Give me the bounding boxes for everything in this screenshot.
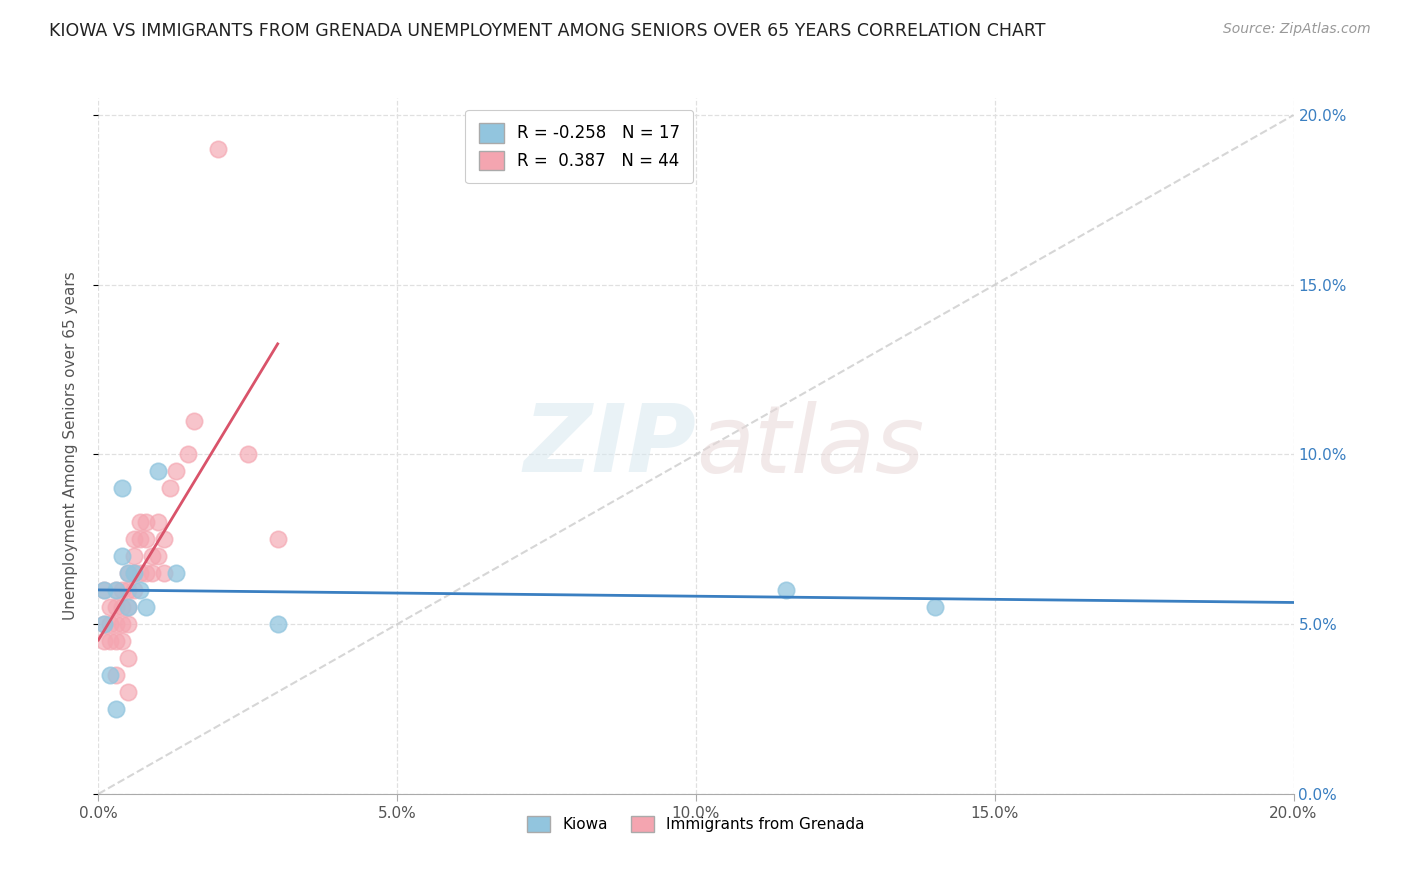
Point xyxy=(124,583,146,598)
Point xyxy=(165,566,187,581)
Point xyxy=(111,482,134,496)
Point xyxy=(207,142,229,156)
Point xyxy=(135,533,157,547)
Point xyxy=(117,583,139,598)
Point xyxy=(93,634,115,648)
Point xyxy=(236,448,259,462)
Point xyxy=(153,533,176,547)
Point xyxy=(129,566,152,581)
Point xyxy=(267,617,290,632)
Point xyxy=(129,583,152,598)
Point xyxy=(105,583,128,598)
Point xyxy=(105,702,128,716)
Point xyxy=(267,533,290,547)
Point xyxy=(98,634,122,648)
Point xyxy=(135,600,157,615)
Legend: Kiowa, Immigrants from Grenada: Kiowa, Immigrants from Grenada xyxy=(522,810,870,838)
Point xyxy=(117,566,139,581)
Point xyxy=(148,549,170,564)
Point xyxy=(141,566,163,581)
Text: KIOWA VS IMMIGRANTS FROM GRENADA UNEMPLOYMENT AMONG SENIORS OVER 65 YEARS CORREL: KIOWA VS IMMIGRANTS FROM GRENADA UNEMPLO… xyxy=(49,22,1046,40)
Point xyxy=(124,533,146,547)
Point xyxy=(111,617,134,632)
Point xyxy=(124,549,146,564)
Point xyxy=(159,482,181,496)
Point xyxy=(148,516,170,530)
Point xyxy=(117,685,139,699)
Point xyxy=(135,566,157,581)
Point xyxy=(98,617,122,632)
Point xyxy=(124,566,146,581)
Point xyxy=(117,617,139,632)
Point xyxy=(165,465,187,479)
Point xyxy=(153,566,176,581)
Point xyxy=(183,413,205,427)
Point xyxy=(129,516,152,530)
Point xyxy=(924,600,946,615)
Point xyxy=(141,549,163,564)
Point xyxy=(98,600,122,615)
Text: Source: ZipAtlas.com: Source: ZipAtlas.com xyxy=(1223,22,1371,37)
Point xyxy=(177,448,200,462)
Point xyxy=(111,549,134,564)
Point xyxy=(117,600,139,615)
Point xyxy=(105,668,128,682)
Point xyxy=(775,583,797,598)
Text: ZIP: ZIP xyxy=(523,400,696,492)
Text: atlas: atlas xyxy=(696,401,924,491)
Point xyxy=(98,668,122,682)
Point xyxy=(117,566,139,581)
Point xyxy=(105,634,128,648)
Point xyxy=(124,566,146,581)
Point xyxy=(111,634,134,648)
Point xyxy=(111,583,134,598)
Point xyxy=(111,600,134,615)
Point xyxy=(93,583,115,598)
Point xyxy=(105,617,128,632)
Y-axis label: Unemployment Among Seniors over 65 years: Unemployment Among Seniors over 65 years xyxy=(63,272,77,620)
Point xyxy=(148,465,170,479)
Point xyxy=(129,533,152,547)
Point xyxy=(117,600,139,615)
Point xyxy=(105,600,128,615)
Point xyxy=(93,617,115,632)
Point xyxy=(105,583,128,598)
Point xyxy=(117,651,139,665)
Point xyxy=(93,617,115,632)
Point xyxy=(135,516,157,530)
Point xyxy=(93,583,115,598)
